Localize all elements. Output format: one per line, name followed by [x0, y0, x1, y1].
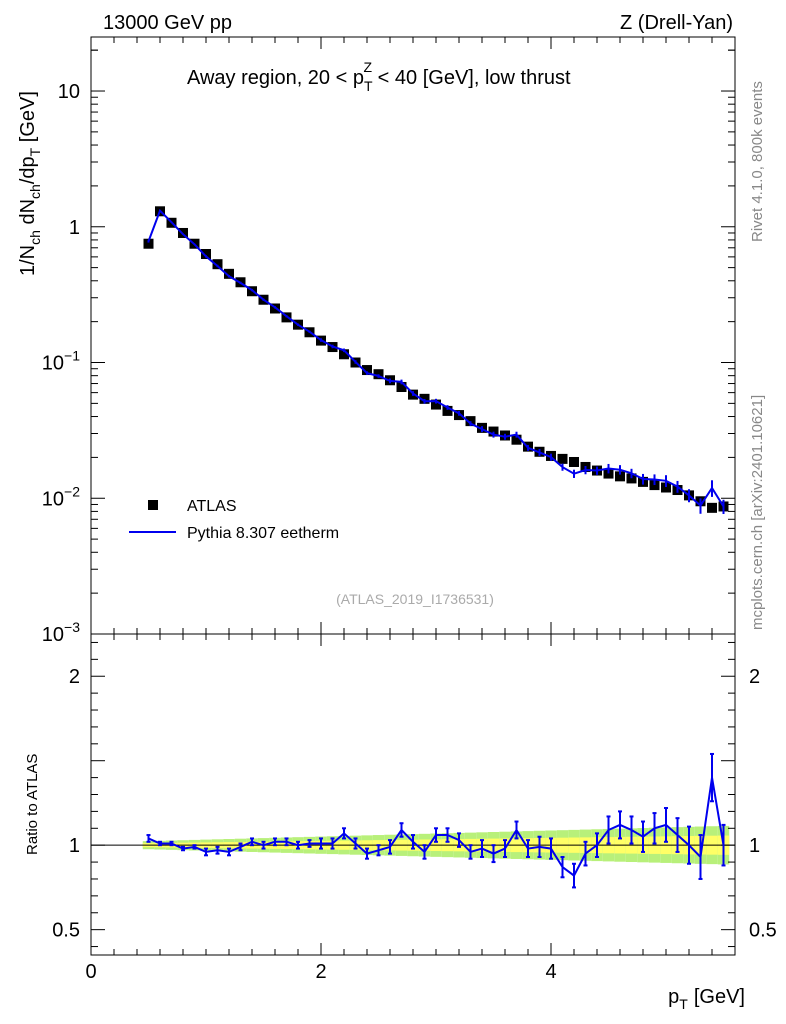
y-tick-exponent: −2 [64, 483, 80, 499]
ylabel-part-2: dN [17, 199, 39, 230]
xlabel-main: p [668, 986, 679, 1008]
pythia-line [147, 208, 725, 508]
xlabel-sub: T [679, 996, 688, 1012]
rivet-label: Rivet 4.1.0, 800k events [749, 81, 766, 242]
atlas-point [707, 502, 717, 513]
atlas-point [615, 471, 625, 482]
y-tick-exponent: −3 [64, 619, 80, 635]
x-tick-label: 4 [545, 961, 556, 983]
atlas-point [396, 382, 407, 393]
xlabel-unit: [GeV] [694, 986, 745, 1008]
y-tick-label: 10−1 [42, 348, 80, 375]
title-part-1: Away region, 20 < p [187, 67, 364, 89]
atlas-point [557, 453, 568, 464]
ratio-y-tick-label-right: 1 [749, 835, 760, 857]
ratio-plot-frame [90, 633, 736, 956]
title-sup: Z [364, 59, 373, 75]
y-tick-base: 1 [69, 217, 80, 239]
atlas-point [649, 480, 660, 491]
atlas-point [488, 426, 499, 437]
plot-title: Away region, 20 < pTZ < 40 [GeV], low th… [187, 59, 571, 94]
y-tick-base: 10 [58, 81, 80, 103]
atlas-point [201, 249, 211, 260]
legend-atlas-marker [148, 500, 158, 510]
atlas-point [603, 468, 614, 479]
y-tick-label: 1 [69, 217, 80, 239]
x-tick-label: 0 [85, 961, 96, 983]
atlas-point [419, 393, 430, 404]
process-label: Z (Drell-Yan) [620, 12, 733, 34]
atlas-point [143, 238, 154, 249]
atlas-point [626, 473, 637, 484]
atlas-point [431, 399, 441, 410]
mcplots-label: mcplots.cern.ch [arXiv:2401.10621] [749, 395, 766, 630]
ratio-y-tick-label: 0.5 [52, 920, 80, 942]
y-tick-base: 10 [42, 624, 64, 646]
atlas-point [224, 268, 234, 279]
atlas-point [373, 369, 384, 380]
analysis-label: (ATLAS_2019_I1736531) [336, 591, 494, 607]
atlas-point [362, 365, 372, 376]
atlas-point [442, 405, 453, 416]
ylabel-sub-1: ch [27, 230, 43, 245]
atlas-point [339, 349, 349, 360]
legend-atlas-label: ATLAS [187, 498, 237, 515]
ylabel-part-3: /dp [17, 156, 39, 184]
y-tick-base: 10 [42, 488, 64, 510]
ratio-y-tick-label: 2 [69, 666, 80, 688]
energy-label: 13000 GeV pp [103, 12, 232, 34]
atlas-point [465, 416, 476, 427]
title-part-2: < 40 [GeV], low thrust [372, 67, 571, 89]
x-axis-label: pT [GeV] [668, 986, 745, 1012]
x-tick-label: 2 [315, 961, 326, 983]
y-tick-exponent: −1 [64, 348, 80, 364]
legend-pythia-label: Pythia 8.307 eetherm [187, 525, 339, 542]
ratio-y-axis-label: Ratio to ATLAS [24, 754, 41, 855]
atlas-point [569, 456, 579, 467]
main-plot-frame [90, 36, 736, 635]
ylabel-sub-2: ch [27, 184, 43, 199]
y-tick-label: 10−3 [42, 619, 80, 646]
ratio-y-tick-label-right: 0.5 [749, 920, 777, 942]
y-axis-label: 1/Nch dNch/dpT [GeV] [17, 91, 43, 276]
atlas-point [511, 434, 522, 445]
ratio-y-tick-label: 1 [69, 835, 80, 857]
ylabel-part-4: [GeV] [17, 91, 39, 148]
title-sub: T [364, 78, 373, 94]
ratio-y-tick-label-right: 2 [749, 666, 760, 688]
atlas-point [661, 482, 671, 493]
ylabel-sub-3: T [27, 147, 43, 156]
y-tick-label: 10 [58, 81, 80, 103]
atlas-point [212, 259, 223, 270]
y-tick-label: 10−2 [42, 483, 80, 510]
y-tick-base: 10 [42, 353, 64, 375]
ylabel-part-1: 1/N [17, 245, 39, 276]
